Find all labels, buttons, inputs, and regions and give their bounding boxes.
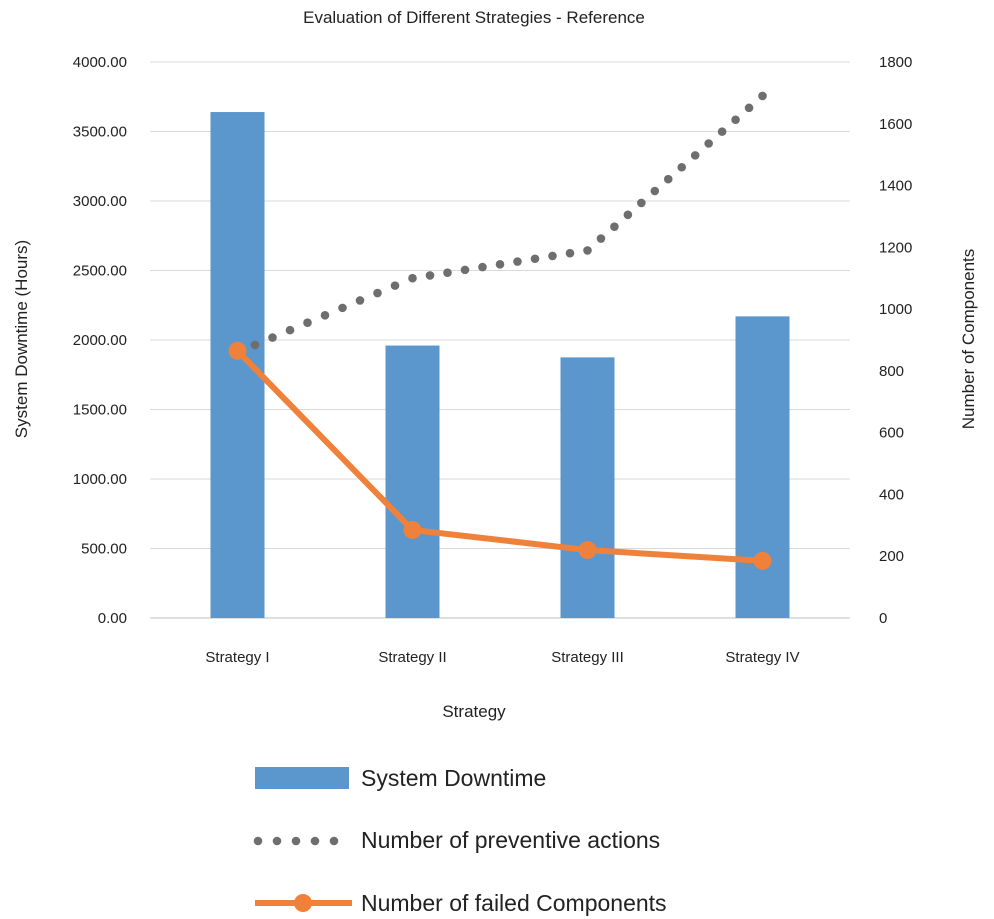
category-tick-label: Strategy I [205,649,269,666]
series-dot [373,288,382,298]
series-dot [250,340,260,350]
right-tick-label: 1200 [879,239,912,256]
left-tick-label: 2000.00 [73,332,127,349]
left-tick-label: 0.00 [98,610,127,627]
legend-swatch-system-downtime [255,767,349,789]
legend-dot [291,836,301,846]
chart-title: Evaluation of Different Strategies - Ref… [303,8,645,27]
series-dot [690,151,700,160]
left-tick-label: 2500.00 [73,263,127,280]
series-dot [565,248,575,258]
series-dot [355,296,365,305]
legend-label-system-downtime: System Downtime [361,765,546,791]
right-tick-label: 1800 [879,54,912,71]
right-tick-label: 0 [879,610,887,627]
series-dot [731,115,740,125]
legend: System Downtime Number of preventive act… [253,765,667,916]
legend-dot [253,836,263,846]
series-dot [408,273,417,283]
series-dot [443,268,452,277]
series-marker [578,541,597,560]
series-dot [650,186,660,196]
preventive-actions-series [233,91,767,357]
series-dot [596,234,606,243]
legend-label-preventive-actions: Number of preventive actions [361,827,660,853]
left-tick-label: 3500.00 [73,124,127,141]
series-marker [403,520,422,539]
legend-label-failed-components: Number of failed Components [361,890,667,916]
x-axis-label: Strategy [442,702,506,721]
series-dot [663,174,673,184]
category-axis-ticks: Strategy I Strategy II Strategy III Strateg… [205,649,799,666]
bar [210,112,265,618]
series-dot [513,257,522,266]
category-tick-label: Strategy IV [725,649,799,666]
series-dot [744,103,754,113]
series-dot [495,260,505,269]
series-dot [320,310,330,320]
bar [385,345,440,618]
legend-swatch-failed-components-marker [294,894,312,912]
series-dot [478,262,487,272]
right-axis-ticks: 0 200 400 600 800 1000 1200 1400 1600 1800 [879,54,912,627]
right-y-axis-label: Number of Components [959,249,978,429]
series-dot [677,162,687,172]
series-dot [460,265,470,275]
series-dot [548,251,557,261]
legend-dot [272,836,282,846]
left-y-axis-label: System Downtime (Hours) [12,240,31,438]
left-tick-label: 500.00 [81,541,127,558]
series-dot [583,246,592,255]
right-tick-label: 1400 [879,178,912,195]
series-dot [758,91,767,101]
gridlines [150,61,850,619]
left-axis-ticks: 0.00 500.00 1000.00 1500.00 2000.00 2500.00 30… [73,54,127,627]
left-tick-label: 4000.00 [73,54,127,71]
legend-dot [329,836,339,846]
failed-components-series [228,341,772,570]
series-dot [390,281,400,290]
left-tick-label: 1000.00 [73,471,127,488]
legend-swatch-preventive-actions [253,836,339,846]
series-dot [338,303,347,313]
left-tick-label: 1500.00 [73,402,127,419]
series-dot [530,254,540,264]
series-dot [425,271,435,280]
series-dot [610,222,619,231]
bar [560,357,615,618]
right-tick-label: 1600 [879,116,912,133]
right-tick-label: 1000 [879,301,912,318]
left-tick-label: 3000.00 [73,193,127,210]
series-dot [717,127,727,136]
right-tick-label: 400 [879,486,904,503]
series-line [235,348,763,564]
series-dot [303,318,312,328]
series-dot [637,198,646,208]
category-tick-label: Strategy II [378,649,446,666]
right-tick-label: 200 [879,548,904,565]
series-marker [753,551,772,570]
series-marker [228,341,247,360]
legend-dot [310,836,320,846]
bar [735,316,790,618]
category-tick-label: Strategy III [551,649,624,666]
right-tick-label: 600 [879,425,904,442]
series-dot [285,325,295,335]
series-dot [704,139,713,148]
downtime-bars [210,112,790,618]
series-dot [623,210,633,220]
right-tick-label: 800 [879,363,904,380]
series-dot [268,333,277,342]
